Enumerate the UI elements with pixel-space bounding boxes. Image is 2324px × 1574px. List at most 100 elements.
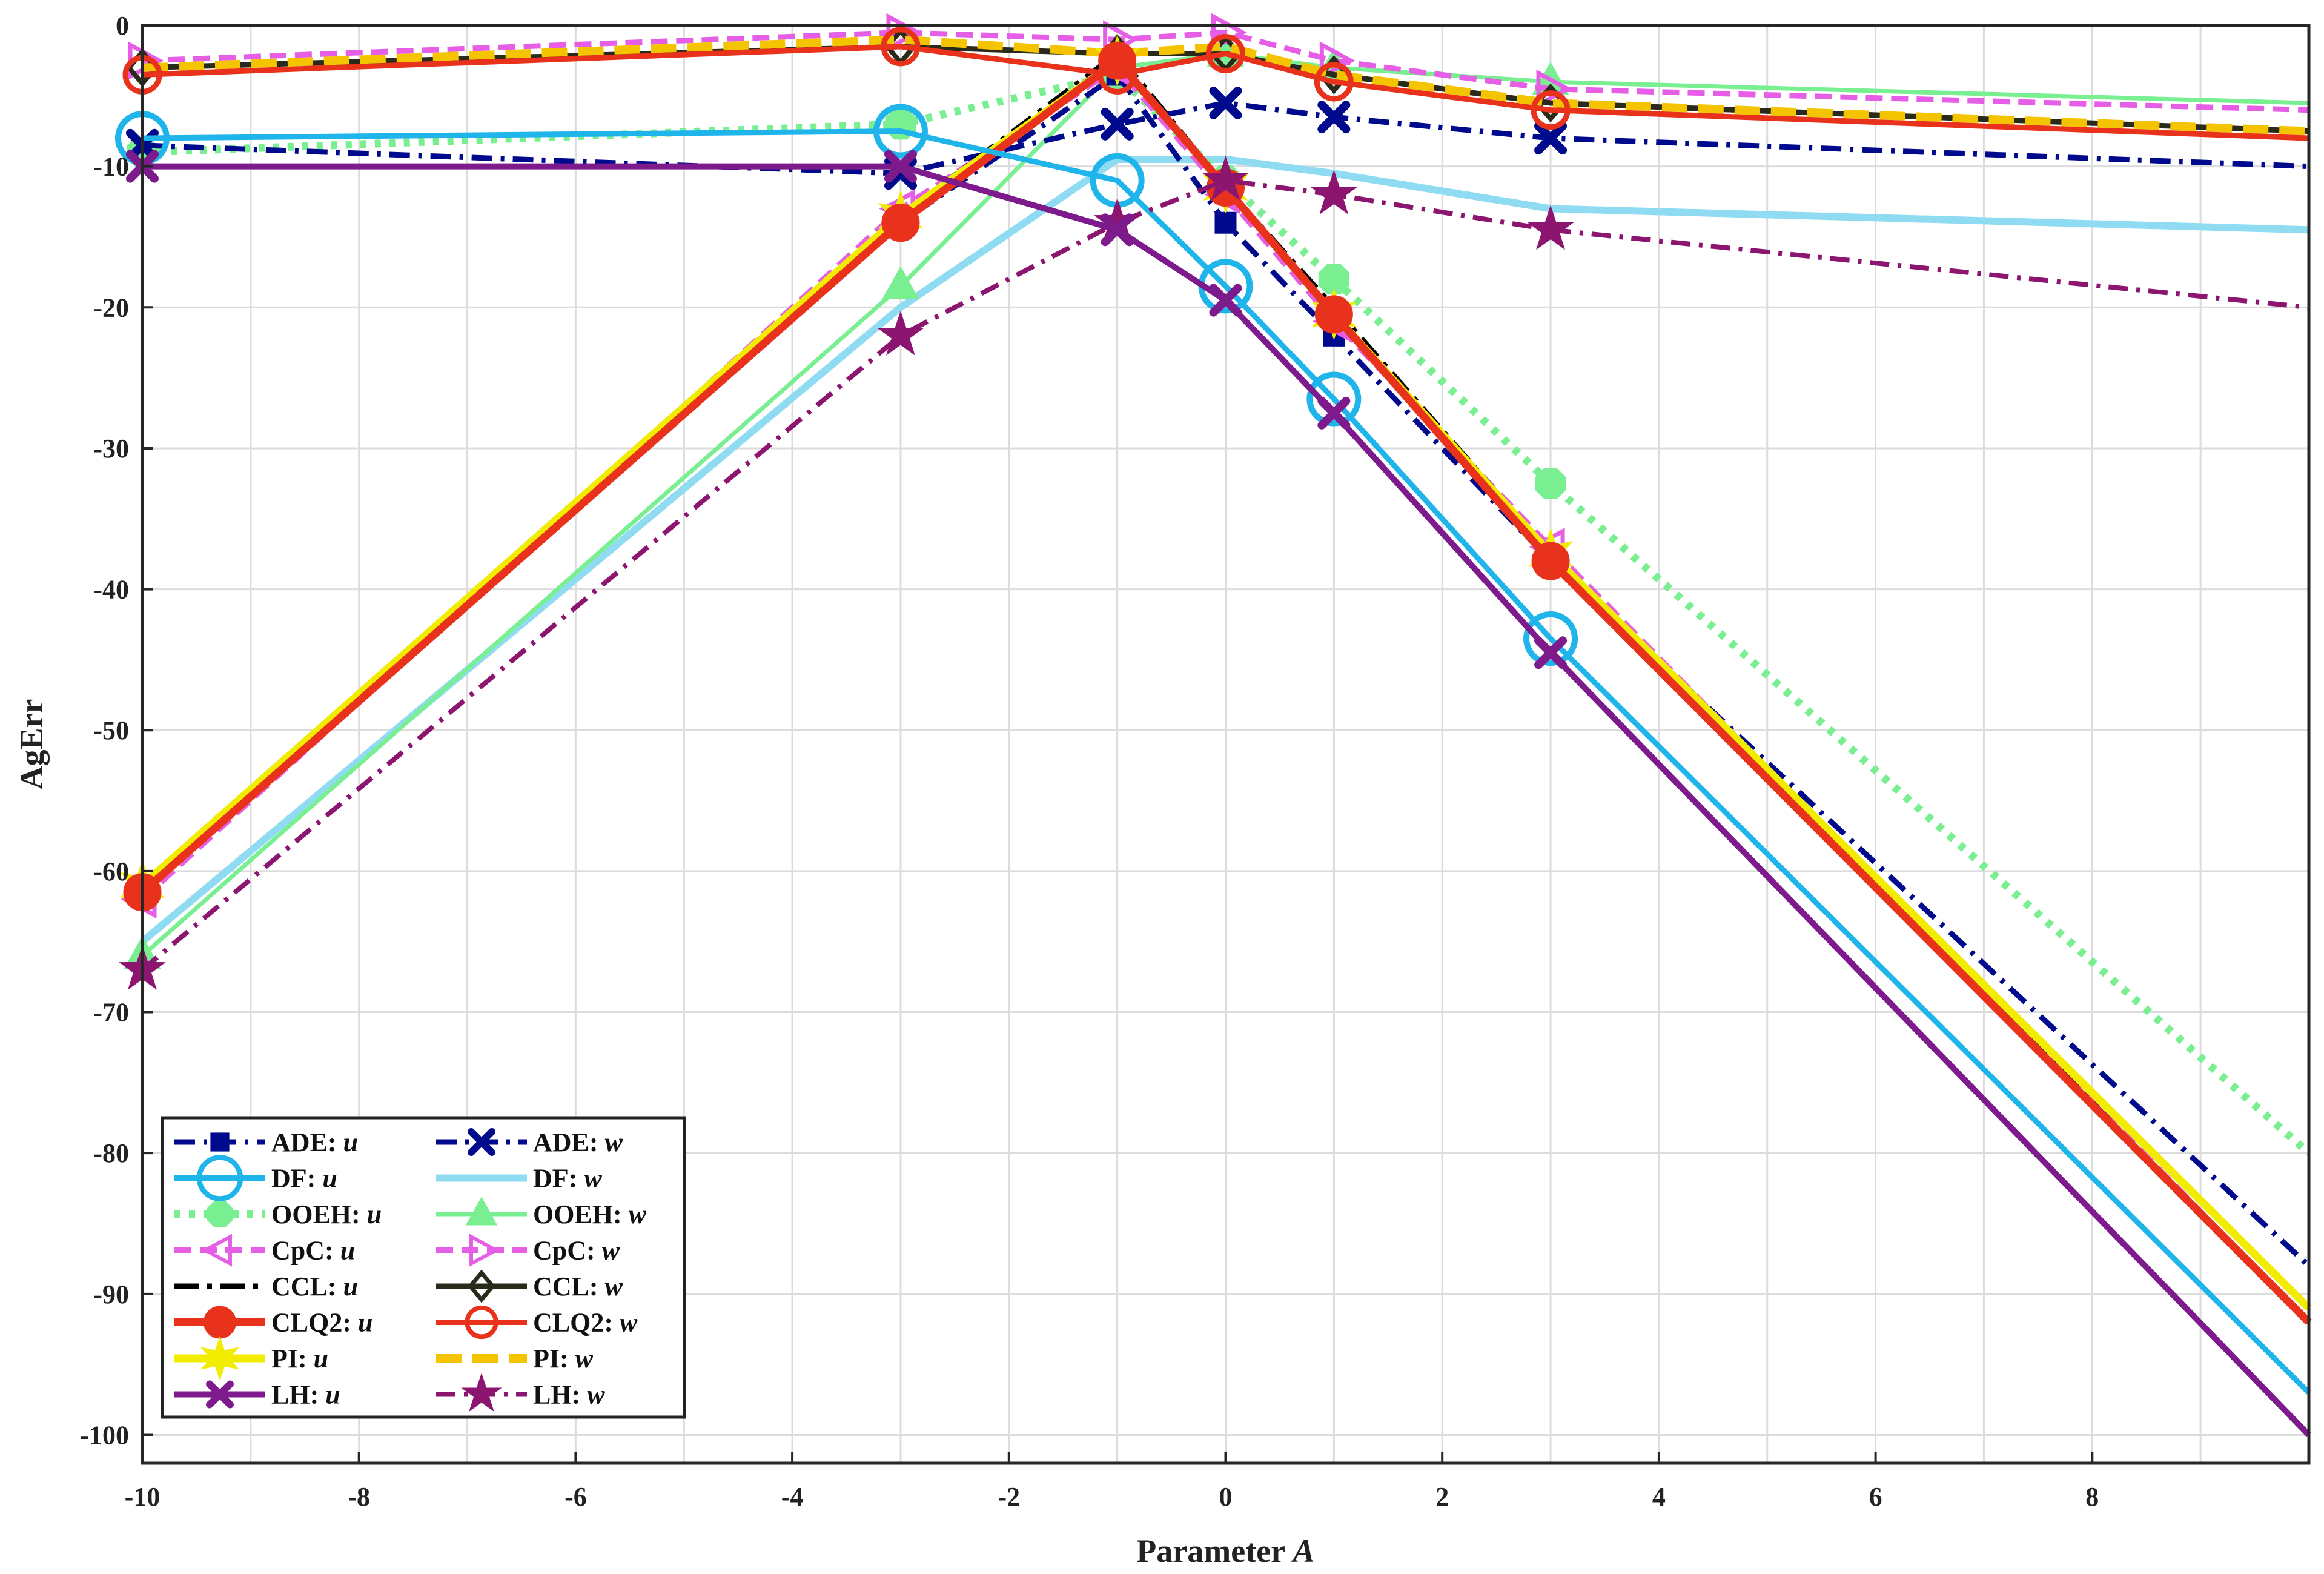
legend-label: CpC: w: [533, 1236, 620, 1266]
x-axis-title-var: A: [1291, 1533, 1315, 1569]
data-point: [1097, 55, 1137, 95]
legend-marker: [469, 1234, 500, 1267]
x-tick-label: -6: [564, 1482, 587, 1512]
legend-label: CLQ2: u: [271, 1308, 372, 1338]
legend-label: CCL: w: [533, 1272, 623, 1301]
legend-label-var: w: [605, 1272, 623, 1301]
legend-box: [161, 1116, 686, 1419]
legend-label-var: u: [343, 1272, 358, 1301]
legend-label-name: PI:: [271, 1344, 314, 1373]
x-tick-label: 8: [2085, 1482, 2099, 1512]
legend-label-name: PI:: [533, 1344, 575, 1373]
data-point: [877, 311, 924, 356]
y-tick-label: -30: [93, 434, 129, 463]
legend-entry-df-u: DF: u: [174, 1155, 337, 1201]
legend-entry-ccl-w: CCL: w: [436, 1269, 623, 1303]
legend-label-name: DF:: [271, 1164, 322, 1194]
data-point: [1314, 62, 1354, 102]
legend-marker: [461, 1373, 502, 1412]
data-point: [1209, 86, 1242, 119]
data-point: [884, 150, 917, 183]
legend-label-var: w: [575, 1344, 594, 1373]
legend-marker: [206, 1380, 234, 1409]
legend-entry-clq2-u: CLQ2: u: [174, 1306, 372, 1339]
x-tick-label: -2: [998, 1482, 1020, 1512]
legend-marker: [207, 1201, 233, 1227]
legend-label-name: DF:: [533, 1164, 584, 1194]
x-tick-label: -8: [348, 1482, 370, 1512]
y-tick-label: -50: [93, 716, 129, 745]
legend-entry-df-w: DF: w: [436, 1164, 602, 1194]
legend-entry-cpc-w: CpC: w: [436, 1234, 620, 1267]
legend-label-name: CpC:: [533, 1236, 602, 1266]
legend-label-name: CLQ2:: [533, 1308, 620, 1338]
legend-marker: [200, 1335, 240, 1381]
series-clq2-w: [122, 27, 2309, 141]
data-point: [1314, 295, 1353, 334]
y-tick-label: -80: [93, 1138, 129, 1168]
tick-labels: -10 -8 -6 -4 -2 0 2 4 6 80-10-20-30-40-50-60-70-8…: [80, 11, 2099, 1512]
legend-marker: [467, 1269, 496, 1303]
data-point: [1317, 101, 1351, 134]
x-tick-label: -10: [125, 1482, 161, 1512]
data-point: [1214, 211, 1237, 234]
legend-entry-pi-w: PI: w: [436, 1344, 594, 1373]
legend-label: LH: u: [271, 1380, 340, 1410]
legend-label-var: w: [587, 1380, 605, 1410]
legend-entry-ooeh-u: OOEH: u: [174, 1200, 382, 1229]
legend-label-name: CpC:: [271, 1236, 340, 1266]
series-lh-u: [126, 150, 2311, 1437]
legend-entry-ade-w: ADE: w: [436, 1127, 623, 1157]
y-tick-label: -60: [93, 857, 129, 886]
legend-label: DF: w: [533, 1164, 602, 1194]
data-point: [1531, 542, 1570, 580]
data-point: [1306, 371, 1362, 427]
data-point: [1101, 107, 1134, 141]
data-point: [1310, 170, 1358, 215]
data-point: [1534, 122, 1568, 155]
x-tick-label: 6: [1869, 1482, 1882, 1512]
data-point: [1202, 156, 1250, 201]
x-tick-label: 4: [1652, 1482, 1666, 1512]
legend-entry-clq2-w: CLQ2: w: [436, 1305, 638, 1340]
legend-label-name: CCL:: [271, 1272, 343, 1301]
y-tick-label: 0: [116, 11, 129, 41]
legend-label: CCL: u: [271, 1272, 358, 1301]
legend-label: ADE: u: [271, 1127, 358, 1157]
legend-marker: [465, 1305, 498, 1340]
legend-label-var: u: [358, 1308, 372, 1338]
data-point: [1209, 284, 1242, 317]
legend-label-name: OOEH:: [271, 1200, 367, 1229]
legend-label-var: u: [340, 1236, 355, 1266]
y-tick-label: -70: [93, 998, 129, 1028]
legend-label-var: u: [314, 1344, 328, 1373]
legend-marker: [204, 1306, 236, 1339]
legend-label-var: u: [367, 1200, 382, 1229]
legend-entry-lh-u: LH: u: [174, 1380, 340, 1410]
data-point: [1317, 396, 1351, 430]
legend-label: PI: w: [533, 1344, 594, 1373]
data-point: [873, 104, 928, 159]
legend-label-name: ADE:: [271, 1127, 343, 1157]
data-point: [881, 204, 920, 242]
legend-marker: [201, 1234, 232, 1267]
legend-label-name: LH:: [271, 1380, 325, 1410]
legend-label: PI: u: [271, 1344, 328, 1373]
legend-marker: [196, 1155, 243, 1201]
legend-label-var: w: [629, 1200, 647, 1229]
data-point: [1319, 41, 1356, 81]
legend-entry-cpc-u: CpC: u: [174, 1234, 355, 1267]
legend-entry-ooeh-w: OOEH: w: [436, 1197, 647, 1229]
legend-label: ADE: w: [533, 1127, 623, 1157]
y-tick-label: -90: [93, 1280, 129, 1309]
legend-label: OOEH: u: [271, 1200, 382, 1229]
legend-label-name: CLQ2:: [271, 1308, 358, 1338]
legend-label: LH: w: [533, 1380, 605, 1410]
data-point: [882, 266, 919, 299]
y-tick-label: -40: [93, 575, 129, 605]
legend-label: CpC: u: [271, 1236, 355, 1266]
series-line: [142, 44, 2309, 141]
x-axis-title: Parameter A: [1136, 1533, 1314, 1569]
legend-label-name: ADE:: [533, 1127, 605, 1157]
